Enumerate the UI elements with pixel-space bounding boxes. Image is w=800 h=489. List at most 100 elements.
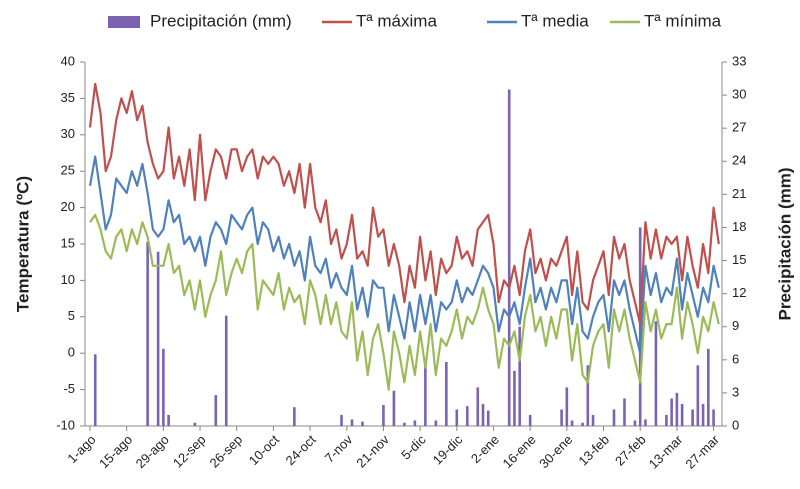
precip-bar [612, 409, 616, 426]
precip-bar [403, 422, 406, 426]
precip-bar [382, 405, 385, 426]
y2-tick-label: 30 [732, 87, 746, 102]
x-tick-label: 1-ago [64, 432, 98, 466]
y2-tick-label: 18 [732, 219, 746, 234]
x-tick-label: 27-mar [682, 431, 722, 471]
precip-bar [293, 407, 296, 426]
precip-bar [591, 414, 595, 426]
temp-line [89, 213, 720, 391]
precip-bar [586, 365, 590, 426]
precip-bar [486, 410, 490, 426]
y2-tick-label: 0 [732, 417, 739, 432]
precip-bar [638, 227, 642, 426]
precip-bar [465, 406, 469, 426]
precip-bar [560, 409, 563, 426]
y2-tick-label: 6 [732, 351, 739, 366]
precip-bar [361, 421, 364, 426]
precip-bar [507, 89, 511, 427]
y2-tick-label: 33 [732, 53, 746, 68]
precip-bar [581, 422, 584, 426]
precip-bar [392, 390, 396, 426]
temp-line [88, 82, 720, 326]
x-tick-label: 27-feb [612, 432, 649, 469]
precip-bar [445, 362, 448, 426]
x-tick-label: 5-dic [398, 432, 429, 463]
y-tick-label: 20 [61, 199, 75, 214]
precip-bar [675, 392, 679, 426]
x-tick-label: 2-ene [468, 432, 502, 466]
precip-bar [214, 395, 218, 426]
precip-bar [633, 420, 637, 426]
precip-bar [193, 422, 197, 426]
y-tick-label: 5 [68, 308, 75, 323]
precip-bar [424, 359, 427, 426]
x-tick-label: 29-ago [133, 432, 172, 471]
precip-bar [224, 315, 228, 426]
precip-bar [518, 326, 521, 426]
precip-bar [93, 354, 97, 426]
legend-label: Precipitación (mm) [150, 11, 292, 30]
precip-bar [670, 398, 673, 426]
precip-bar [350, 419, 354, 426]
precip-bar [481, 403, 485, 426]
y2-tick-label: 21 [732, 186, 746, 201]
precip-bar [696, 365, 700, 426]
y2-tick-label: 12 [732, 285, 746, 300]
precip-bar [644, 419, 647, 426]
y-tick-label: 0 [68, 345, 75, 360]
y-tick-label: 10 [61, 272, 75, 287]
y-axis-title: Temperatura (ºC) [13, 176, 32, 312]
precip-bar [156, 251, 160, 426]
y-tick-label: 35 [61, 90, 75, 105]
precip-bar [707, 348, 710, 426]
legend-label: Tª máxima [356, 11, 437, 30]
y-tick-label: -10 [56, 417, 75, 432]
x-tick-label: 13-feb [575, 432, 612, 469]
y-tick-label: -5 [63, 381, 75, 396]
x-tick-label: 15-ago [96, 432, 135, 471]
x-tick-label: 13-mar [646, 431, 686, 471]
precip-bar [162, 348, 165, 426]
precip-bar [528, 414, 532, 426]
precip-bar [513, 370, 516, 426]
precip-bar [654, 321, 658, 426]
x-tick-label: 24-oct [282, 432, 318, 468]
legend-label: Tª mínima [644, 11, 722, 30]
x-tick-label: 10-oct [246, 432, 282, 468]
y-tick-label: 25 [61, 163, 75, 178]
x-tick-label: 16-ene [499, 432, 538, 471]
precip-bar [434, 420, 438, 426]
precip-bar [570, 420, 574, 426]
precip-bar [413, 420, 417, 426]
x-tick-label: 12-sep [170, 432, 209, 471]
x-tick-label: 30-ene [536, 432, 575, 471]
precip-bar [623, 398, 626, 426]
y2-tick-label: 9 [732, 318, 739, 333]
precip-bar [340, 414, 343, 426]
y2-tick-label: 3 [732, 384, 739, 399]
precip-bar [691, 409, 694, 426]
precip-bar [167, 414, 170, 426]
precip-bar [455, 409, 459, 426]
legend-label: Tª media [521, 11, 589, 30]
precip-bar [680, 403, 684, 426]
precip-bar [712, 409, 715, 426]
y2-axis-title: Precipitación (mm) [775, 167, 794, 320]
y2-tick-label: 24 [732, 153, 746, 168]
precip-bar [476, 387, 480, 426]
y2-tick-label: 27 [732, 120, 746, 135]
y2-tick-label: 15 [732, 252, 746, 267]
x-tick-label: 7-nov [322, 432, 356, 466]
precip-bar [701, 403, 705, 426]
precip-bar [665, 414, 668, 426]
legend-swatch [108, 16, 140, 28]
temp-line [88, 155, 720, 355]
y-tick-label: 40 [61, 53, 75, 68]
y-tick-label: 30 [61, 126, 75, 141]
precip-bar [565, 387, 569, 426]
x-tick-label: 19-dic [430, 432, 466, 468]
x-tick-label: 26-sep [207, 432, 246, 471]
precip-bar [146, 241, 149, 426]
x-tick-label: 21-nov [353, 432, 392, 471]
